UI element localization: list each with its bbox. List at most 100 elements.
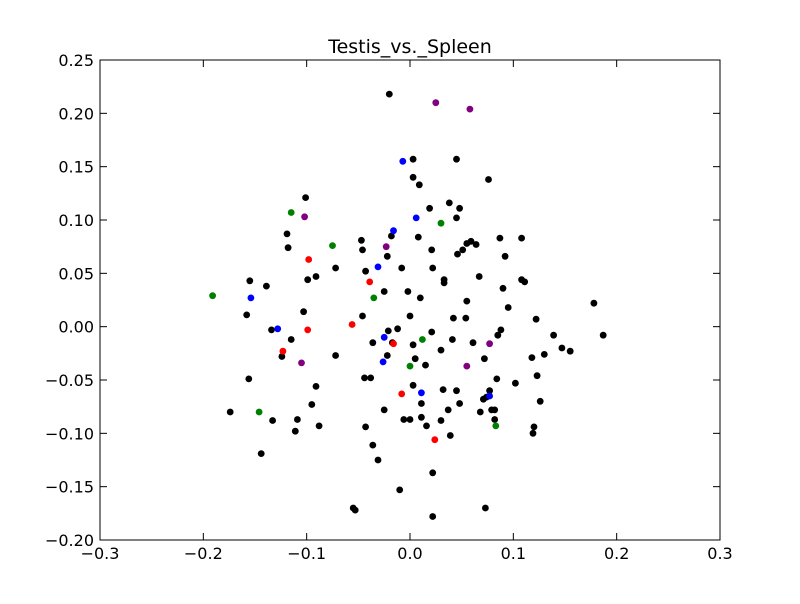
data-point <box>366 278 374 286</box>
data-point <box>301 213 308 221</box>
data-point <box>482 504 489 512</box>
data-point <box>440 279 448 287</box>
data-point <box>476 408 484 416</box>
data-point <box>439 386 447 393</box>
data-point <box>475 273 483 280</box>
data-point <box>332 264 339 272</box>
data-point <box>409 155 417 163</box>
data-point <box>437 346 445 354</box>
data-point <box>418 413 425 421</box>
data-point <box>418 400 425 407</box>
data-point <box>287 336 295 343</box>
data-point <box>469 339 477 347</box>
data-point <box>512 379 519 387</box>
data-point <box>382 243 390 251</box>
data-point <box>472 241 480 248</box>
data-point <box>305 256 313 263</box>
data-point <box>396 486 404 494</box>
data-point <box>385 90 393 98</box>
data-point <box>308 401 316 408</box>
data-point <box>412 214 420 222</box>
data-point <box>449 336 456 343</box>
data-point <box>298 359 305 367</box>
x-tick-label: 0.2 <box>604 544 629 563</box>
data-point <box>463 297 471 305</box>
data-point <box>279 347 287 355</box>
data-point <box>429 469 437 477</box>
data-point <box>329 242 336 250</box>
data-point <box>486 387 493 395</box>
x-tick-label: −0.2 <box>184 544 223 563</box>
data-point <box>536 397 544 405</box>
data-point <box>418 389 425 397</box>
data-point <box>409 173 417 181</box>
y-tick-label: −0.10 <box>45 424 94 443</box>
data-point <box>429 264 437 272</box>
data-point <box>348 321 356 328</box>
data-point <box>493 375 501 383</box>
data-point <box>437 219 445 227</box>
data-point <box>367 374 375 382</box>
x-tick-label: 0.1 <box>501 544 526 563</box>
data-point <box>315 422 323 430</box>
data-point <box>466 105 474 113</box>
data-point <box>432 99 440 107</box>
data-point <box>406 416 414 423</box>
data-point <box>380 288 388 295</box>
data-point <box>291 427 299 435</box>
y-tick-label: −0.05 <box>45 371 94 390</box>
data-point <box>362 267 369 275</box>
data-point <box>453 214 460 222</box>
data-point <box>528 354 536 361</box>
data-point <box>304 326 312 334</box>
data-point <box>209 292 217 300</box>
data-point <box>428 328 436 336</box>
y-tick-label: 0.00 <box>58 318 94 337</box>
data-point <box>283 230 291 238</box>
data-point <box>491 406 499 414</box>
data-point <box>501 252 509 260</box>
data-point <box>359 312 366 320</box>
data-point <box>463 362 471 370</box>
x-tick-label: −0.1 <box>287 544 326 563</box>
data-point <box>453 387 460 395</box>
data-point <box>450 314 457 322</box>
data-point <box>361 374 368 382</box>
data-point <box>278 353 286 360</box>
data-point <box>359 246 366 254</box>
data-point <box>566 347 574 355</box>
data-point <box>226 408 234 416</box>
data-point <box>257 450 265 457</box>
data-point <box>459 246 467 254</box>
chart-title: Testis_vs._Spleen <box>327 36 492 58</box>
data-point <box>431 436 439 444</box>
data-point <box>445 199 453 207</box>
data-point <box>409 341 417 349</box>
data-point <box>390 227 397 235</box>
data-point <box>243 311 251 319</box>
data-point <box>300 308 307 316</box>
data-point <box>423 422 430 430</box>
data-point <box>362 423 369 431</box>
data-point <box>529 429 537 437</box>
data-point <box>351 506 359 514</box>
data-point <box>486 340 493 348</box>
data-point <box>419 336 426 343</box>
data-point <box>504 304 512 311</box>
data-point <box>422 361 429 369</box>
data-point <box>414 233 422 241</box>
data-point <box>370 294 378 302</box>
x-tick-label: −0.3 <box>81 544 120 563</box>
data-point <box>399 157 407 165</box>
data-point <box>287 209 295 216</box>
data-point <box>369 339 377 347</box>
data-point <box>550 331 557 339</box>
data-point <box>302 194 309 202</box>
y-tick-label: −0.15 <box>45 478 94 497</box>
data-point <box>388 232 395 240</box>
data-point <box>521 278 529 286</box>
data-point <box>284 244 292 252</box>
data-point <box>530 423 538 431</box>
